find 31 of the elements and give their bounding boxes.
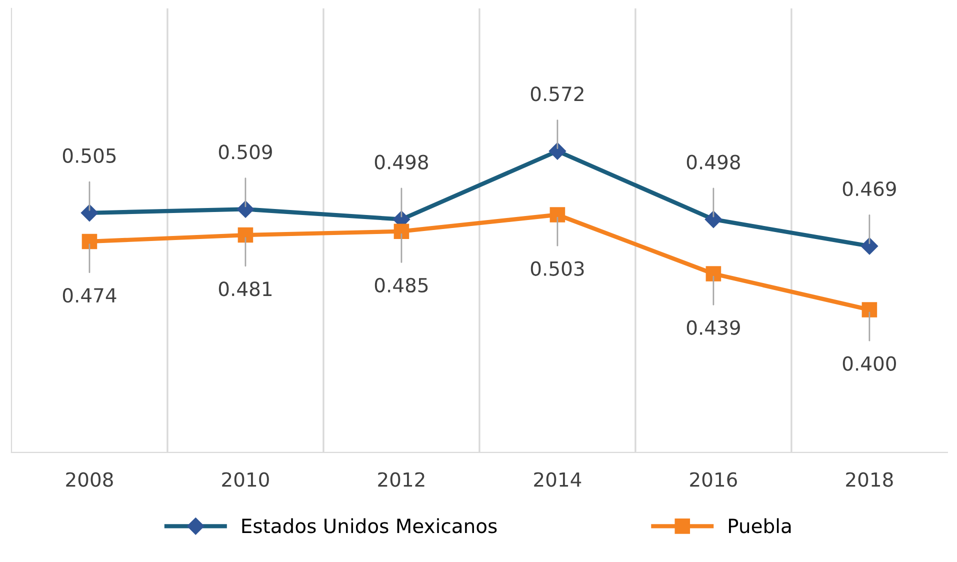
data-label: 0.498 bbox=[374, 154, 428, 170]
x-tick-label: 2010 bbox=[222, 472, 269, 487]
point bbox=[236, 200, 254, 218]
point bbox=[550, 207, 566, 222]
data-label: 0.572 bbox=[530, 86, 584, 102]
point bbox=[862, 302, 878, 318]
x-tick-label: 2014 bbox=[534, 472, 582, 487]
data-label: 0.498 bbox=[686, 154, 740, 170]
point bbox=[238, 227, 254, 243]
data-label: 0.439 bbox=[686, 320, 740, 335]
data-label: 0.505 bbox=[62, 148, 116, 163]
x-tick-label: 2016 bbox=[690, 472, 737, 487]
data-label: 0.485 bbox=[374, 278, 428, 293]
data-label: 0.469 bbox=[842, 181, 896, 196]
point bbox=[82, 234, 98, 250]
legend-label: Puebla bbox=[729, 518, 791, 534]
point bbox=[860, 238, 878, 255]
point bbox=[548, 142, 566, 160]
x-tick-label: 2008 bbox=[66, 472, 113, 487]
data-label: 0.481 bbox=[218, 282, 272, 296]
x-tick-label: 2012 bbox=[378, 472, 424, 487]
point bbox=[706, 266, 722, 282]
point bbox=[80, 204, 98, 222]
data-label: 0.503 bbox=[530, 261, 584, 276]
point bbox=[704, 210, 722, 228]
point bbox=[394, 224, 410, 239]
data-label: 0.509 bbox=[218, 144, 272, 160]
x-tick-label: 2018 bbox=[846, 472, 893, 487]
data-label: 0.400 bbox=[842, 356, 896, 371]
data-label: 0.474 bbox=[62, 288, 116, 303]
legend-label: Estados Unidos Mexicanos bbox=[242, 518, 497, 534]
